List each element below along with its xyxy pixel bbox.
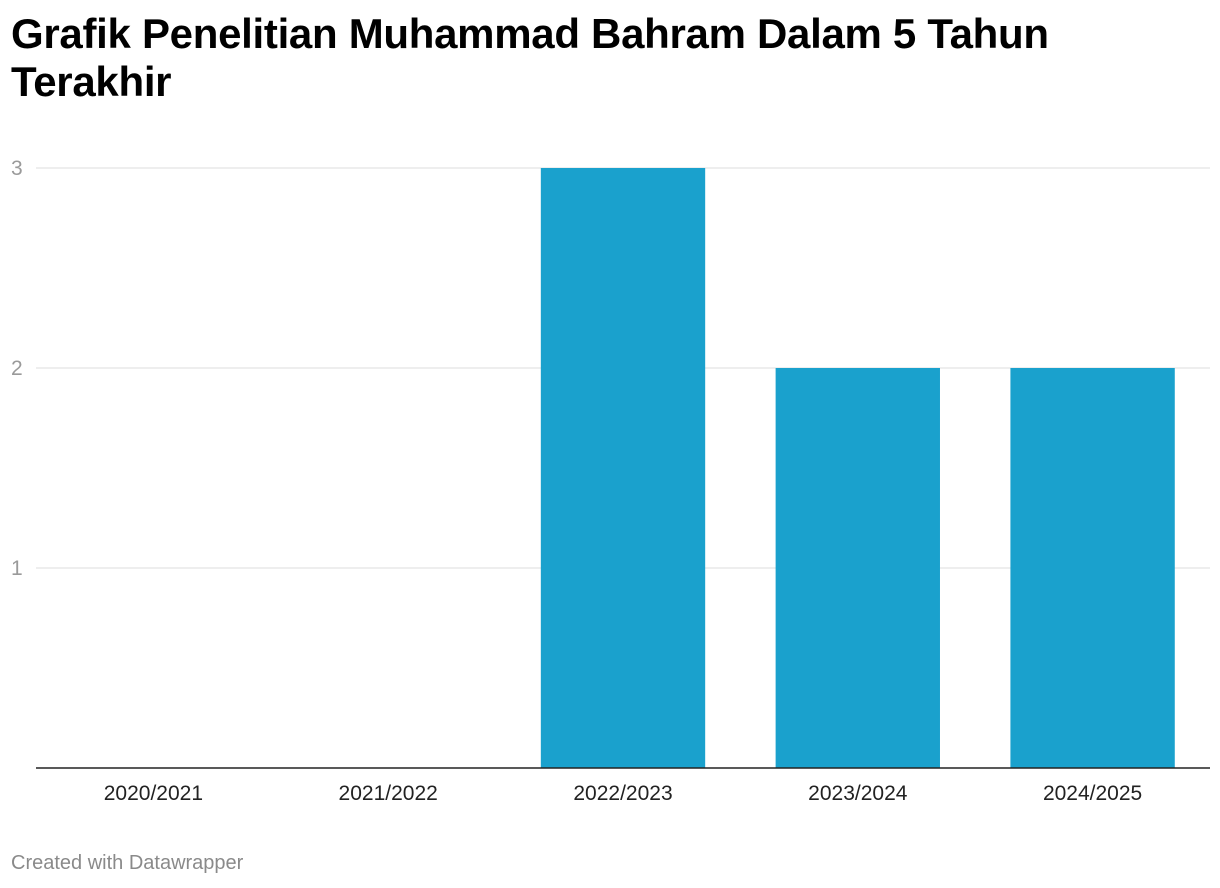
y-tick-label: 2 — [11, 357, 23, 380]
y-tick-label: 1 — [11, 557, 23, 580]
x-tick-label: 2021/2022 — [339, 782, 438, 805]
y-tick-label: 3 — [11, 157, 23, 180]
bar — [540, 168, 706, 768]
x-tick-label: 2024/2025 — [1043, 782, 1142, 805]
x-axis-ticks: 2020/2021 2021/2022 2022/2023 2023/2024 2024… — [104, 782, 1142, 805]
bar — [775, 368, 940, 768]
x-tick-label: 2022/2023 — [573, 782, 672, 805]
chart-title: Grafik Penelitian Muhammad Bahram Dalam … — [11, 10, 1049, 105]
x-tick-label: 2023/2024 — [808, 782, 908, 805]
bar — [1010, 368, 1175, 768]
x-tick-label: 2020/2021 — [104, 782, 203, 805]
y-axis-ticks: 1 2 3 — [11, 157, 23, 580]
datawrapper-credit: Created with Datawrapper — [11, 852, 244, 874]
bars — [540, 168, 1175, 768]
